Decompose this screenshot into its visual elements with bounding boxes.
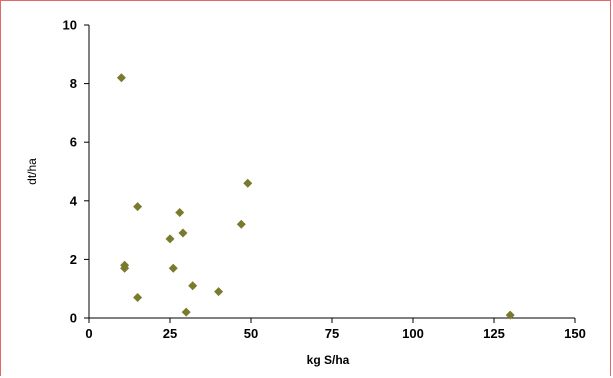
y-tick-label: 0 — [70, 311, 77, 326]
data-point — [120, 263, 130, 273]
data-point — [133, 292, 143, 302]
y-tick-label: 8 — [70, 76, 77, 91]
data-point — [165, 234, 175, 244]
data-point — [178, 228, 188, 238]
data-point — [175, 208, 185, 218]
y-tick-label: 2 — [70, 252, 77, 267]
x-tick-label: 150 — [564, 326, 586, 341]
y-tick-label: 4 — [70, 193, 78, 208]
y-tick-label: 10 — [63, 18, 77, 33]
x-tick-label: 125 — [483, 326, 505, 341]
x-tick-label: 100 — [402, 326, 424, 341]
data-point — [505, 310, 515, 320]
x-axis-label: kg S/ha — [307, 353, 350, 367]
data-point — [168, 263, 178, 273]
y-tick-label: 6 — [70, 135, 77, 150]
data-points — [116, 73, 515, 320]
data-point — [133, 202, 143, 212]
x-tick-label: 25 — [163, 326, 177, 341]
data-point — [181, 307, 191, 317]
data-point — [188, 281, 198, 291]
data-point — [214, 287, 224, 297]
x-tick-label: 50 — [244, 326, 258, 341]
data-point — [116, 73, 126, 83]
y-axis-label: dt/ha — [25, 158, 39, 185]
x-tick-label: 75 — [325, 326, 339, 341]
data-point — [236, 219, 246, 229]
data-point — [243, 178, 253, 188]
x-tick-label: 0 — [85, 326, 92, 341]
